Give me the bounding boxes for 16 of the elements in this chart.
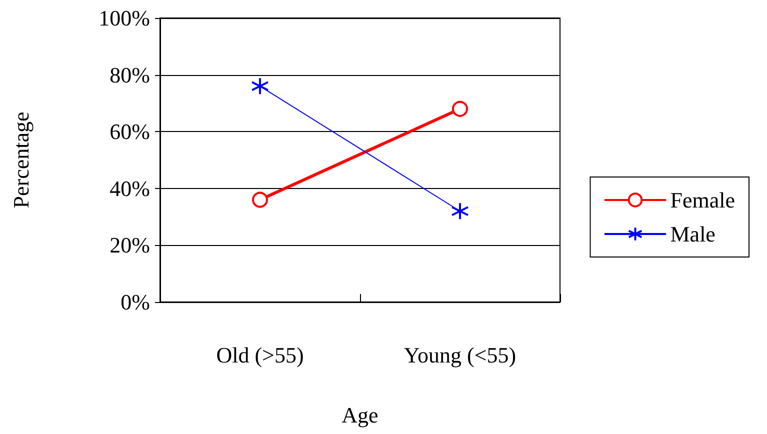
- point: [252, 192, 268, 208]
- y-tick-label: 60%: [110, 119, 150, 144]
- point: [451, 202, 469, 220]
- x-tick-label: Old (>55): [216, 342, 304, 368]
- y-tick-label: 80%: [110, 62, 150, 88]
- y-axis-title: Percentage: [8, 112, 34, 208]
- legend-label: Male: [670, 222, 716, 246]
- legend-label: Female: [670, 188, 736, 212]
- point: [251, 77, 269, 96]
- y-tick-label: 20%: [110, 232, 150, 258]
- x-tick-label: Young (<55): [404, 342, 516, 368]
- y-tick-label: 40%: [110, 176, 150, 201]
- y-tick-label: 0%: [120, 290, 150, 314]
- y-tick-label: 100%: [98, 6, 150, 30]
- point: [452, 100, 468, 117]
- x-axis-title: Age: [342, 402, 378, 428]
